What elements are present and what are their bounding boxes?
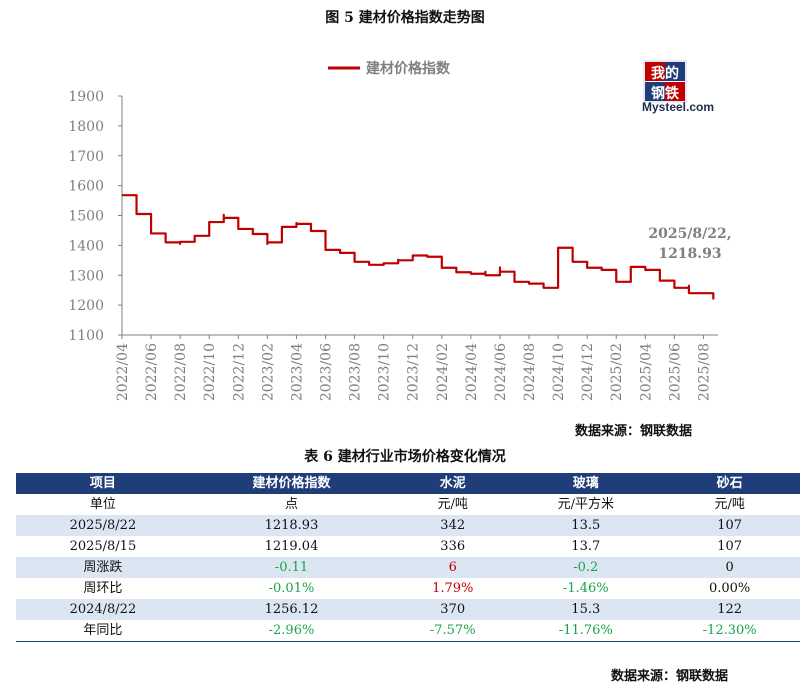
- y-tick-label: 1300: [68, 268, 104, 284]
- x-tick-label: 2025/08: [696, 343, 712, 401]
- table-cell: 342: [393, 515, 513, 536]
- table-cell: -0.11: [189, 557, 394, 578]
- y-tick-label: 1700: [68, 149, 104, 165]
- table-cell: 2025/8/22: [16, 515, 190, 536]
- table-cell: 15.3: [512, 599, 660, 620]
- table-row: 2025/8/15 1219.04 336 13.7 107: [16, 536, 800, 557]
- chart-axes: 1100 1200 1300 1400 1500 1600 1700 1800 1900 2022…: [68, 89, 718, 401]
- x-tick-label: 2023/06: [319, 343, 335, 401]
- x-tick-label: 2023/04: [289, 343, 305, 401]
- table-cell: 1219.04: [264, 539, 319, 554]
- table-cell: 107: [717, 539, 743, 554]
- table-cell: 2024/8/22: [16, 599, 190, 620]
- x-tick-label: 2024/06: [493, 343, 509, 401]
- table-cell: 13.7: [571, 539, 601, 554]
- x-tick-label: 2023/12: [406, 343, 422, 401]
- chart-annotation: 2025/8/22, 1218.93: [648, 226, 731, 262]
- table-cell: 周环比: [83, 581, 123, 596]
- table-cell: 336: [440, 539, 466, 554]
- x-tick-label: 2024/10: [551, 343, 567, 401]
- chart-legend: 建材价格指数: [328, 60, 451, 77]
- table-title: 表 6 建材行业市场价格变化情况: [304, 449, 506, 465]
- annotation-date: 2025/8/22,: [648, 226, 731, 242]
- x-tick-label: 2022/12: [231, 343, 247, 401]
- table-cell: -7.57%: [393, 620, 513, 642]
- table-row: 周涨跌 -0.11 6 -0.2 0: [16, 557, 800, 578]
- table-cell: 0.00%: [708, 581, 751, 596]
- table-cell: 1256.12: [189, 599, 394, 620]
- chart-series: [122, 194, 715, 300]
- table-cell: 0: [659, 557, 800, 578]
- series-line-建材价格指数: [122, 194, 715, 300]
- x-tick-label: 2024/02: [435, 343, 451, 401]
- y-tick-label: 1100: [68, 328, 104, 344]
- table-cell: 点: [284, 497, 298, 512]
- header-cell: 建材价格指数: [189, 473, 394, 494]
- annotation-value: 1218.93: [658, 246, 721, 262]
- x-tick-label: 2023/10: [377, 343, 393, 401]
- header-cell: 项目: [16, 473, 190, 494]
- table-cell: 1218.93: [189, 515, 394, 536]
- y-tick-label: 1200: [68, 298, 104, 314]
- logo-brand: Mysteel.com: [642, 100, 714, 114]
- x-tick-label: 2023/02: [260, 343, 276, 401]
- mysteel-logo: 我的 钢铁 Mysteel.com: [642, 60, 714, 114]
- x-tick-label: 2022/06: [144, 343, 160, 401]
- table-cell: 元/平方米: [557, 497, 614, 512]
- x-tick-label: 2023/08: [348, 343, 364, 401]
- line-chart: 建材价格指数 我的 钢铁 Mysteel.com 1100 1200 1300 140…: [68, 60, 731, 401]
- table-row: 周环比 -0.01% 1.79% -1.46% 0.00%: [16, 578, 800, 599]
- y-tick-label: 1400: [68, 238, 104, 254]
- y-tick-label: 1600: [68, 179, 104, 195]
- x-tick-label: 2024/08: [522, 343, 538, 401]
- price-table: 项目 建材价格指数 水泥 玻璃 砂石 单位 点 元/吨 元/平方米 元/吨 20…: [16, 473, 800, 642]
- legend-label: 建材价格指数: [366, 60, 451, 77]
- x-tick-label: 2022/08: [173, 343, 189, 401]
- header-cell: 砂石: [659, 473, 800, 494]
- table-cell: 370: [393, 599, 513, 620]
- x-tick-label: 2025/02: [609, 343, 625, 401]
- table-cell: -0.01%: [268, 581, 315, 596]
- x-tick-label: 2022/04: [115, 343, 131, 401]
- table-cell: 元/吨: [437, 497, 468, 512]
- y-tick-label: 1500: [68, 209, 104, 225]
- y-tick-label: 1800: [68, 119, 104, 135]
- x-tick-label: 2025/06: [667, 343, 683, 401]
- table-cell: 107: [659, 515, 800, 536]
- table-header-row: 项目 建材价格指数 水泥 玻璃 砂石: [16, 473, 800, 494]
- x-tick-label: 2025/04: [638, 343, 654, 401]
- table-row: 2024/8/22 1256.12 370 15.3 122: [16, 599, 800, 620]
- table-cell: -12.30%: [659, 620, 800, 642]
- table-cell: 6: [393, 557, 513, 578]
- table-source: 数据来源：钢联数据: [611, 669, 729, 684]
- header-cell: 水泥: [393, 473, 513, 494]
- table-cell: 1.79%: [432, 581, 474, 596]
- x-tick-label: 2022/10: [202, 343, 218, 401]
- table-row: 年同比 -2.96% -7.57% -11.76% -12.30%: [16, 620, 800, 642]
- table-cell: 单位: [89, 497, 116, 512]
- x-tick-label: 2024/04: [464, 343, 480, 401]
- table-row: 2025/8/22 1218.93 342 13.5 107: [16, 515, 800, 536]
- chart-source: 数据来源：钢联数据: [575, 424, 693, 439]
- table-cell: 年同比: [16, 620, 190, 642]
- logo-text-1: 我的: [651, 65, 679, 82]
- y-tick-label: 1900: [68, 89, 104, 105]
- table-cell: 周涨跌: [16, 557, 190, 578]
- table-cell: -11.76%: [512, 620, 660, 642]
- table-cell: -1.46%: [562, 581, 609, 596]
- table-cell: 13.5: [512, 515, 660, 536]
- table-row: 单位 点 元/吨 元/平方米 元/吨: [16, 494, 800, 515]
- table-cell: 2025/8/15: [69, 539, 137, 554]
- table-cell: -2.96%: [189, 620, 394, 642]
- header-cell: 玻璃: [512, 473, 660, 494]
- logo-text-2: 钢铁: [651, 85, 679, 102]
- table-cell: 元/吨: [714, 497, 745, 512]
- table-cell: 122: [659, 599, 800, 620]
- figure-title: 图 5 建材价格指数走势图: [325, 10, 485, 26]
- x-tick-label: 2024/12: [580, 343, 596, 401]
- table-cell: -0.2: [512, 557, 660, 578]
